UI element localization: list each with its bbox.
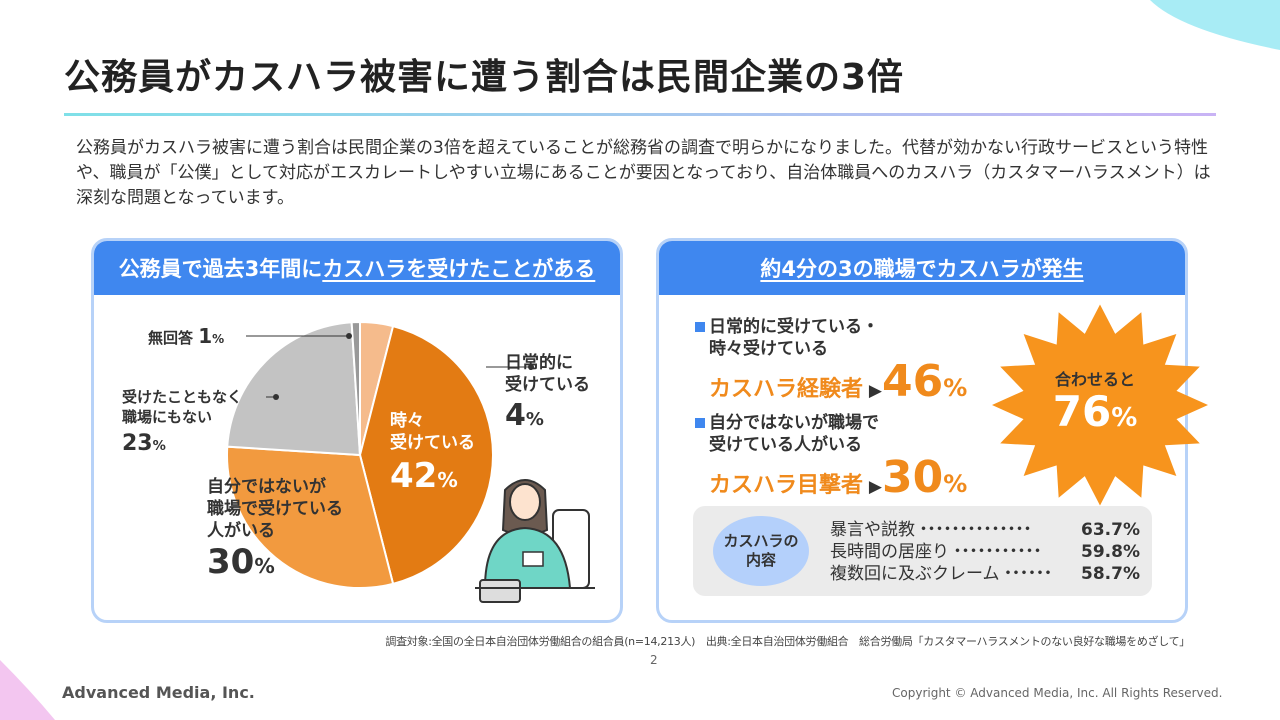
content-label-text: カスハラの	[723, 532, 799, 550]
right-panel-header: 約4分の3の職場でカスハラが発生	[659, 241, 1185, 295]
unit: %	[152, 439, 166, 454]
intro-text: 公務員がカスハラ被害に遭う割合は民間企業の3倍を超えていることが総務省の調査で明…	[76, 138, 1211, 208]
header-text: 公務員で過去3年間に	[118, 257, 323, 281]
header-text: 約4分の3の職場でカスハラが発生	[760, 257, 1084, 281]
burst-unit: %	[1111, 403, 1138, 433]
triangle-arrow-icon: ▶	[863, 381, 883, 401]
corner-decoration	[0, 660, 55, 720]
label-text: 時々	[390, 411, 424, 431]
unit: %	[525, 409, 544, 430]
page-title: 公務員がカスハラ被害に遭う割合は民間企業の3倍	[64, 57, 905, 98]
unit: %	[212, 332, 225, 346]
pie-chart	[226, 320, 534, 589]
label-text: 受けている	[505, 375, 590, 395]
category: カスハラ経験者	[709, 377, 864, 402]
right-panel: 約4分の3の職場でカスハラが発生	[656, 238, 1188, 623]
value: 30	[882, 452, 944, 503]
left-panel-header: 公務員で過去3年間に カスハラを受けたことがある	[94, 241, 620, 295]
label-text: 無回答	[148, 329, 194, 347]
value: 23%	[122, 431, 166, 456]
content-value: 59.8%	[1081, 542, 1140, 562]
label-sometimes: 時々 受けている 42%	[390, 410, 475, 502]
unit: %	[943, 470, 968, 498]
content-name: 長時間の居座り	[830, 542, 949, 562]
label-text: 自分ではないが	[207, 477, 326, 497]
content-name: 暴言や説教	[830, 520, 915, 540]
content-row: 複数回に及ぶクレーム・・・・・・ 58.7%	[830, 564, 1140, 585]
label-text: 人がいる	[207, 521, 275, 541]
content-label-text: 内容	[745, 551, 776, 569]
company-logo: Advanced Media, Inc.	[62, 683, 255, 702]
unit: %	[943, 374, 968, 402]
starburst-badge	[992, 304, 1208, 506]
burst-text: 合わせると 76%	[1010, 370, 1180, 443]
category: カスハラ目撃者	[709, 473, 864, 498]
label-none: 受けたこともなく 職場にもない 23%	[122, 387, 242, 460]
page-number: 2	[650, 653, 658, 667]
pie-slice	[358, 324, 494, 586]
item-text: 自分ではないが職場で	[709, 413, 879, 433]
label-no-answer: 無回答 1%	[148, 326, 224, 349]
label-daily: 日常的に 受けている 4%	[505, 352, 590, 440]
corner-decoration	[1150, 0, 1280, 50]
triangle-arrow-icon: ▶	[863, 477, 883, 497]
label-text: 職場で受けている	[207, 499, 343, 519]
item-text: 時々受けている	[709, 339, 828, 359]
content-label: カスハラの 内容	[713, 516, 809, 586]
label-text: 日常的に	[505, 353, 573, 373]
label-text: 受けたこともなく	[122, 388, 243, 406]
content-row: 長時間の居座り・・・・・・・・・・・ 59.8%	[830, 542, 1140, 563]
burst-value: 76	[1052, 387, 1112, 436]
leader-dots: ・・・・・・・・・・・	[949, 542, 1046, 562]
burst-label: 合わせると	[1054, 370, 1135, 389]
pie-slice	[226, 445, 395, 589]
pie-slice	[226, 321, 362, 457]
value: 30%	[207, 542, 275, 582]
bullet-icon	[695, 418, 705, 428]
witness-item: 自分ではないが職場で 受けている人がいる カスハラ目撃者 ▶30%	[695, 412, 968, 500]
copyright: Copyright © Advanced Media, Inc. All Rig…	[892, 686, 1223, 700]
item-text: 受けている人がいる	[709, 435, 862, 455]
leader-dot	[528, 364, 534, 370]
pie-slice	[350, 320, 361, 456]
office-worker-illustration	[475, 479, 595, 603]
experience-item: 日常的に受けている・ 時々受けている カスハラ経験者 ▶46%	[695, 316, 968, 404]
label-text: 職場にもない	[122, 408, 213, 426]
leader-dot	[273, 394, 279, 400]
starburst-shape	[992, 304, 1208, 506]
leader-dot	[346, 333, 352, 339]
value: 42%	[390, 456, 458, 496]
unit: %	[254, 554, 275, 578]
content-value: 63.7%	[1081, 520, 1140, 540]
left-panel: 公務員で過去3年間に カスハラを受けたことがある	[91, 238, 623, 623]
leader-dots: ・・・・・・・・・・・・・・	[915, 520, 1036, 540]
unit: %	[437, 468, 458, 492]
label-witness: 自分ではないが 職場で受けている 人がいる 30%	[207, 476, 343, 586]
value: 4%	[505, 398, 544, 433]
content-row: 暴言や説教・・・・・・・・・・・・・・ 63.7%	[830, 520, 1140, 541]
label-text: 受けている	[390, 433, 475, 453]
header-underlined-text: カスハラを受けたことがある	[322, 257, 596, 281]
content-name: 複数回に及ぶクレーム	[830, 564, 1000, 584]
item-text: 日常的に受けている・	[709, 317, 879, 337]
source-note: 調査対象:全国の全日本自治団体労働組合の組合員(n=14,213人) 出典:全日…	[385, 635, 1190, 648]
value: 46	[882, 356, 944, 407]
bullet-icon	[695, 322, 705, 332]
leader-dots: ・・・・・・	[999, 564, 1057, 584]
content-value: 58.7%	[1081, 564, 1140, 584]
value: 1%	[198, 324, 225, 348]
title-divider	[64, 113, 1216, 116]
